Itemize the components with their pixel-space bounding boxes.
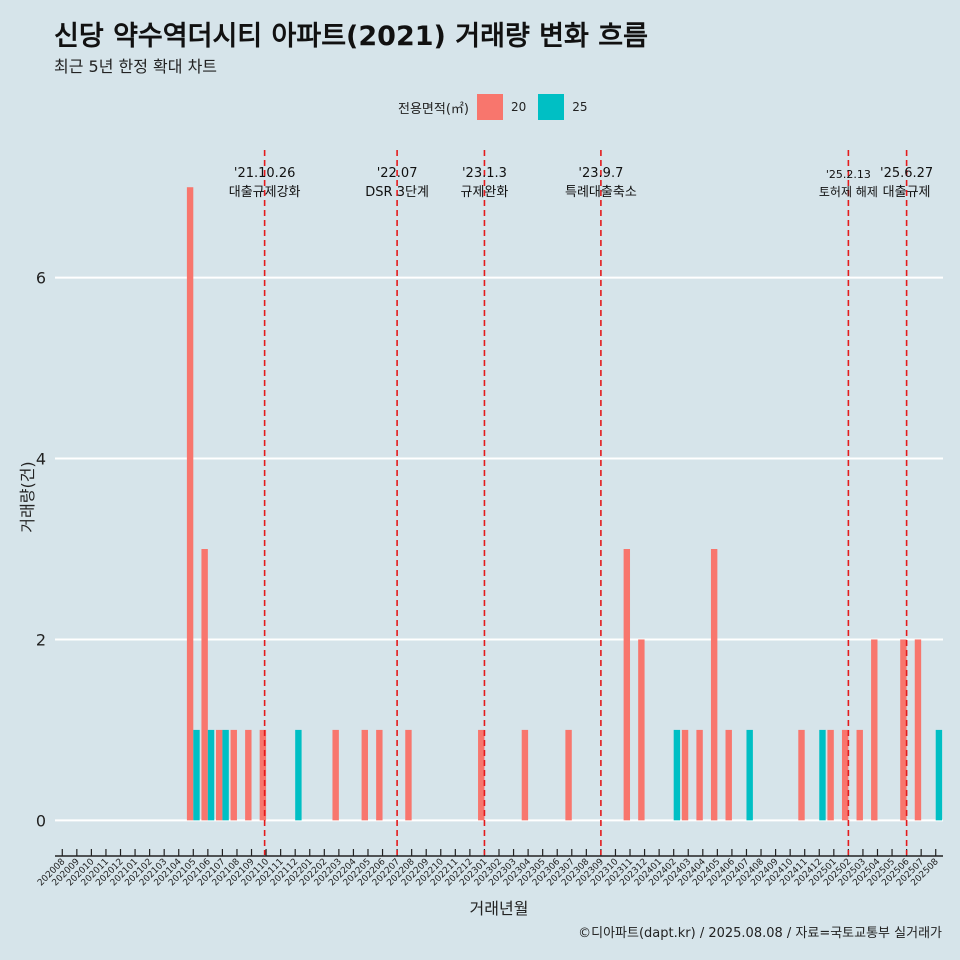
bar-25-202412 bbox=[819, 729, 826, 821]
bar-25-202407 bbox=[746, 729, 753, 821]
bar-20-202502 bbox=[841, 729, 849, 821]
event-date: '23.9.7 bbox=[578, 166, 623, 181]
event-date: '21.10.26 bbox=[234, 166, 295, 181]
bar-20-202403 bbox=[681, 729, 689, 821]
event-date: '25.2.13 bbox=[826, 168, 871, 181]
event-date: '25.6.27 bbox=[880, 166, 933, 181]
event-date: '23.1.3 bbox=[462, 166, 507, 181]
chart-title: 신당 약수역더시티 아파트(2021) 거래량 변화 흐름 bbox=[54, 21, 648, 52]
bar-20-202106 bbox=[201, 549, 208, 821]
legend-label-20: 20 bbox=[510, 100, 527, 114]
bar-20-202109 bbox=[245, 729, 252, 821]
source-caption: ©디아파트(dapt.kr) / 2025.08.08 / 자료=국토교통부 실… bbox=[578, 926, 942, 941]
event-label: DSR 3단계 bbox=[365, 185, 429, 200]
bar-20-202304 bbox=[521, 729, 529, 821]
event-label: 대출규제 bbox=[883, 185, 931, 200]
bar-20-202411 bbox=[798, 729, 805, 821]
y-tick-label: 6 bbox=[36, 269, 46, 288]
bar-25-202508 bbox=[935, 729, 943, 821]
y-tick-label: 4 bbox=[36, 450, 46, 469]
bar-20-202206 bbox=[376, 729, 383, 821]
bar-25-202105 bbox=[193, 729, 200, 821]
bar-20-202301 bbox=[478, 729, 485, 821]
bar-25-202107 bbox=[222, 729, 229, 821]
bar-20-202107 bbox=[216, 729, 223, 821]
bar-20-202504 bbox=[871, 639, 878, 821]
bar-20-202208 bbox=[405, 729, 412, 821]
y-tick-label: 0 bbox=[36, 811, 46, 830]
bar-20-202405 bbox=[710, 549, 718, 821]
bar-20-202203 bbox=[332, 729, 339, 821]
event-label: 특례대출축소 bbox=[565, 185, 637, 200]
event-label: 규제완화 bbox=[461, 185, 509, 200]
bar-25-202106 bbox=[207, 729, 215, 821]
event-date: '22.07 bbox=[377, 166, 418, 181]
legend-swatch-20 bbox=[476, 94, 503, 120]
legend: 전용면적(㎡) 20 25 bbox=[398, 93, 592, 121]
bar-20-202404 bbox=[696, 729, 703, 821]
legend-swatch-25 bbox=[538, 94, 565, 120]
bar-20-202503 bbox=[856, 729, 863, 821]
bar-20-202507 bbox=[914, 639, 922, 821]
bar-20-202312 bbox=[638, 639, 645, 821]
bar-20-202205 bbox=[361, 729, 368, 821]
bar-20-202311 bbox=[623, 549, 631, 821]
y-axis-label: 거래량(건) bbox=[18, 461, 37, 532]
bar-20-202501 bbox=[827, 729, 834, 821]
bar-20-202105 bbox=[186, 187, 194, 821]
legend-title: 전용면적(㎡) bbox=[398, 101, 469, 117]
bar-20-202108 bbox=[230, 729, 237, 821]
legend-label-25: 25 bbox=[572, 100, 588, 114]
chart-subtitle: 최근 5년 한정 확대 차트 bbox=[54, 57, 218, 76]
event-label: 토허제 해제 bbox=[819, 185, 878, 199]
bar-25-202402 bbox=[673, 729, 681, 821]
event-label: 대출규제강화 bbox=[229, 185, 301, 200]
bar-20-202110 bbox=[259, 729, 267, 821]
bar-25-202112 bbox=[295, 729, 302, 821]
bar-20-202406 bbox=[725, 729, 732, 821]
y-tick-label: 2 bbox=[36, 630, 46, 649]
bar-20-202506 bbox=[900, 639, 907, 821]
bar-20-202307 bbox=[565, 729, 572, 821]
x-axis-label: 거래년월 bbox=[470, 899, 529, 918]
